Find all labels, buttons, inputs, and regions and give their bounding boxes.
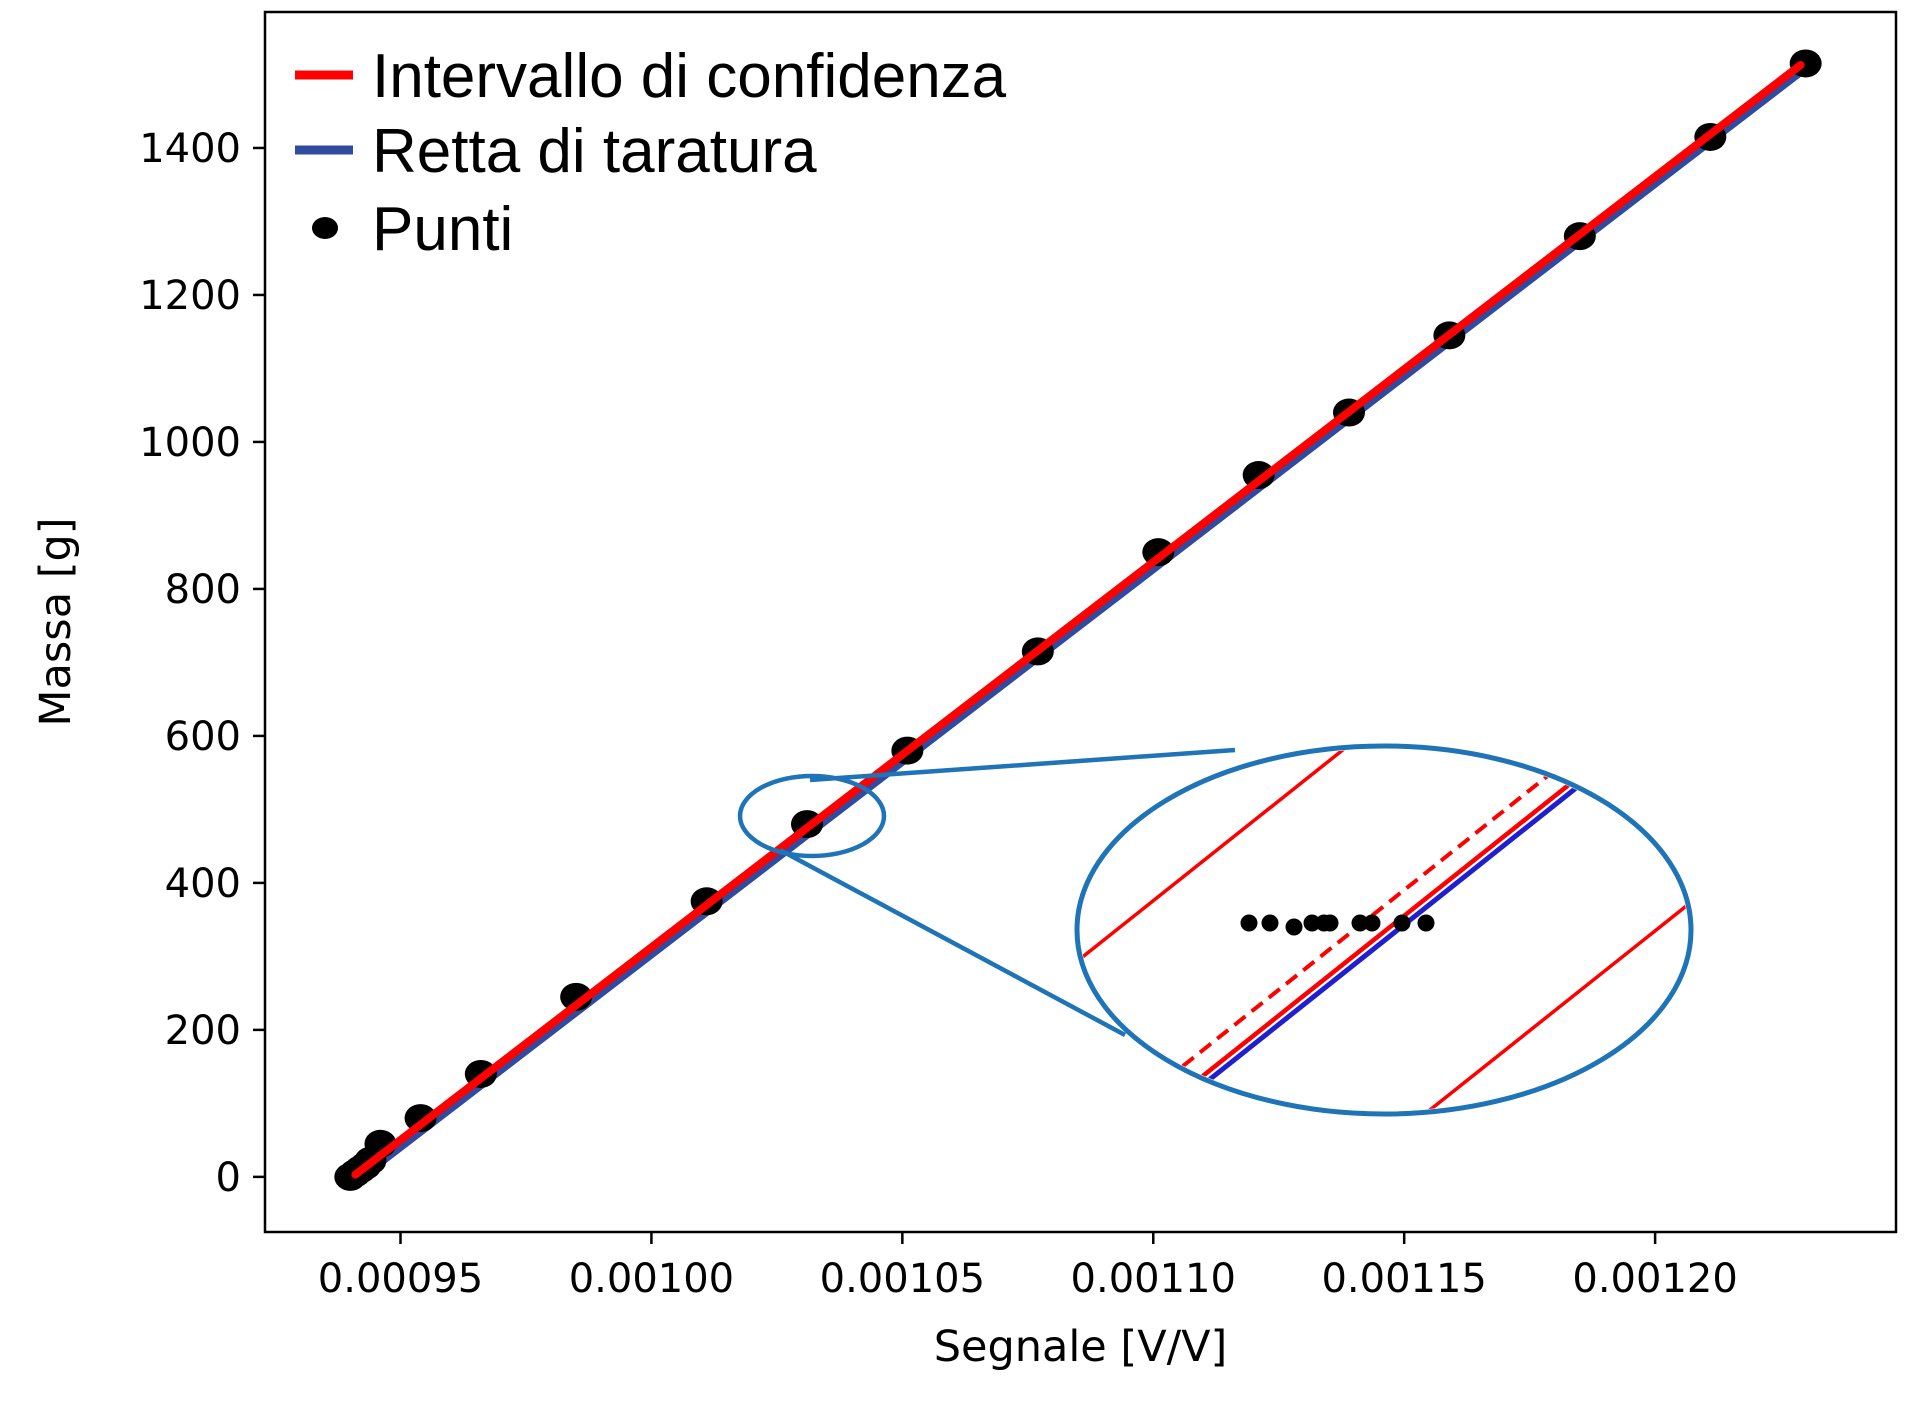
data-point [404,1104,437,1133]
zoom-data-point [1303,914,1321,932]
x-axis-label: Segnale [V/V] [934,1322,1228,1372]
zoom-data-point [1321,914,1339,932]
series-confidence-line [351,60,1805,1179]
zoom-band-line [1080,749,1668,1111]
x-tick-label: 0.00120 [1572,1256,1737,1302]
zoom-data-point [1417,914,1435,932]
zoom-center-band-line [1080,749,1688,1111]
zoom-connector-bottom [778,848,1127,1037]
zoom-data-point [1363,914,1381,932]
y-tick-label: 800 [165,567,241,613]
zoom-inset-ellipse [1074,743,1694,1117]
y-tick-label: 400 [165,861,241,907]
x-tick-label: 0.00105 [820,1256,985,1302]
zoom-data-point [1393,914,1411,932]
x-tick-label: 0.00100 [569,1256,734,1302]
zoom-connector-top [809,747,1236,783]
y-tick-label: 1200 [139,273,241,319]
y-axis-label: Massa [g] [31,517,81,726]
zoom-fit-line [1080,749,1688,1111]
zoom-inset-content [1080,749,1688,1111]
data-point [1142,538,1175,567]
zoom-band-line [1092,753,1688,1111]
zoom-data-point [1240,914,1258,932]
legend-swatch-points [312,217,338,239]
x-tick-label: 0.00095 [318,1256,483,1302]
y-tick-label: 1400 [139,126,241,172]
y-tick-label: 200 [165,1008,241,1054]
legend-label-points: Punti [372,195,513,264]
zoom-data-point [1285,918,1303,936]
data-point [1242,461,1275,490]
x-tick-label: 0.00110 [1071,1256,1236,1302]
zoom-inset-layer [737,743,1694,1117]
zoom-source-ellipse [737,773,887,859]
y-tick-label: 0 [216,1155,241,1201]
zoom-data-point [1351,914,1369,932]
zoom-data-point [1261,914,1279,932]
plot-frame [263,10,1898,1234]
series-fit-line [349,64,1807,1186]
x-tick-label: 0.00115 [1321,1256,1486,1302]
legend-label-confidence: Intervallo di confidenza [372,42,1007,111]
axes-layer: 0.00095 0.00100 0.00105 0.00110 0.00115 0.001… [31,10,1898,1372]
y-tick-label: 1000 [139,420,241,466]
y-tick-label: 600 [165,714,241,760]
legend-label-fit: Retta di taratura [372,117,817,186]
data-layer [334,49,1822,1191]
